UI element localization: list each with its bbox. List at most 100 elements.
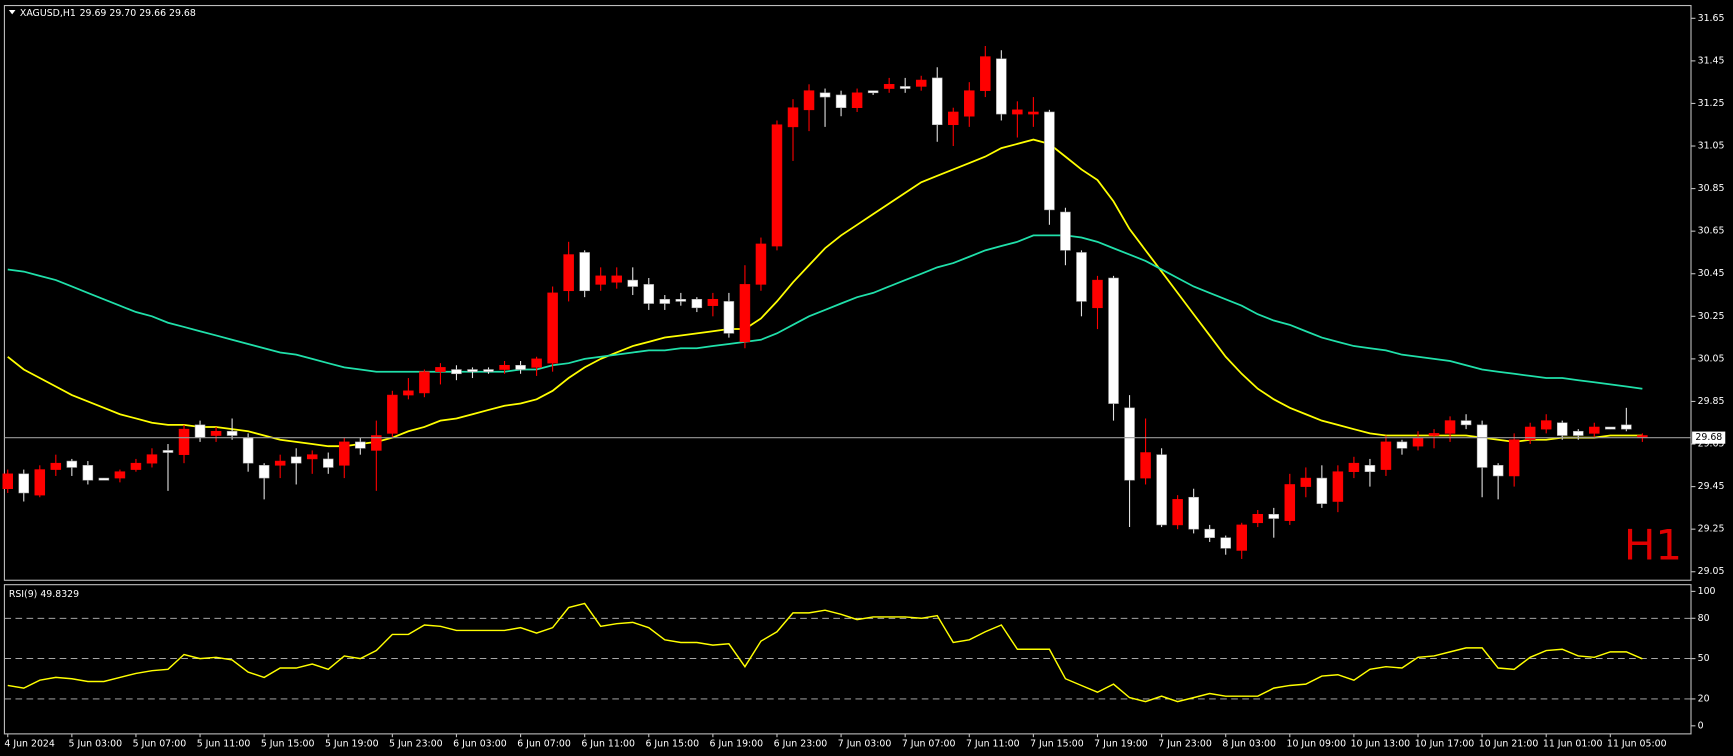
y-tick-label: 31.45 bbox=[1698, 55, 1725, 66]
candle-body bbox=[707, 299, 719, 306]
x-tick-label: 6 Jun 23:00 bbox=[774, 738, 828, 749]
rsi-title: RSI(9) 49.8329 bbox=[9, 589, 79, 600]
candle-body bbox=[1060, 211, 1071, 251]
candle-body bbox=[1412, 437, 1424, 447]
symbol-title: XAGUSD,H1 bbox=[20, 8, 76, 19]
candle-body bbox=[883, 84, 895, 89]
candle-body bbox=[194, 424, 206, 438]
candle-body bbox=[563, 254, 574, 292]
y-tick-label: 31.25 bbox=[1698, 98, 1725, 109]
rsi-panel-frame bbox=[3, 584, 1692, 735]
x-tick-label: 6 Jun 03:00 bbox=[453, 738, 507, 749]
candle-body bbox=[210, 430, 222, 436]
y-tick-label: 29.45 bbox=[1698, 481, 1725, 492]
y-tick-label: 20 bbox=[1698, 693, 1710, 704]
x-tick-label: 6 Jun 15:00 bbox=[645, 738, 699, 749]
candle-body bbox=[691, 299, 703, 309]
y-tick-label: 80 bbox=[1698, 613, 1710, 624]
x-tick-label: 10 Jun 13:00 bbox=[1351, 738, 1411, 749]
candle-body bbox=[467, 369, 478, 372]
price-panel-frame bbox=[3, 4, 1692, 581]
candle-body bbox=[1156, 454, 1167, 526]
candle-body bbox=[178, 428, 190, 455]
y-tick-label: 0 bbox=[1698, 720, 1704, 731]
x-tick-label: 7 Jun 03:00 bbox=[838, 738, 892, 749]
candle-body bbox=[114, 471, 126, 479]
current-price-label: 29.68 bbox=[1695, 432, 1722, 443]
candle-body bbox=[1621, 424, 1632, 430]
candle-body bbox=[980, 56, 991, 91]
candle-body bbox=[483, 369, 494, 372]
candle-body bbox=[1396, 441, 1408, 449]
candle-body bbox=[1460, 420, 1472, 426]
candle-body bbox=[643, 284, 655, 304]
rsi-line bbox=[7, 602, 1643, 703]
candle-body bbox=[819, 92, 831, 98]
candle-body bbox=[547, 292, 558, 364]
candle-body bbox=[1380, 441, 1392, 470]
candle-body bbox=[1204, 528, 1215, 538]
candle-body bbox=[787, 107, 799, 128]
candle-body bbox=[1124, 407, 1135, 481]
candle-body bbox=[835, 94, 847, 108]
candle-body bbox=[1540, 420, 1552, 430]
y-tick-label: 30.05 bbox=[1698, 353, 1725, 364]
candle-body bbox=[1476, 424, 1488, 468]
candle-body bbox=[1236, 524, 1247, 551]
candle-body bbox=[675, 299, 687, 302]
candle-body bbox=[1316, 477, 1328, 504]
x-tick-label: 5 Jun 15:00 bbox=[261, 738, 315, 749]
moving-average bbox=[7, 234, 1643, 390]
candle-body bbox=[531, 358, 542, 368]
x-tick-label: 5 Jun 19:00 bbox=[325, 738, 379, 749]
candle-body bbox=[803, 90, 815, 111]
candle-body bbox=[499, 364, 510, 370]
candle-body bbox=[50, 462, 62, 470]
candle-body bbox=[1044, 111, 1055, 211]
x-tick-label: 5 Jun 07:00 bbox=[133, 738, 187, 749]
menu-arrow[interactable] bbox=[8, 9, 16, 15]
candle-body bbox=[339, 441, 350, 466]
candle-body bbox=[258, 465, 270, 479]
quote: 29.69 29.70 29.66 29.68 bbox=[80, 8, 196, 19]
candle-body bbox=[739, 284, 751, 343]
candle-body bbox=[1220, 537, 1231, 549]
candle-body bbox=[899, 86, 911, 89]
candle-body bbox=[1364, 465, 1376, 472]
candle-body bbox=[1556, 422, 1568, 436]
current-price-box bbox=[1692, 431, 1726, 444]
candle-body bbox=[162, 450, 174, 453]
x-tick-label: 7 Jun 15:00 bbox=[1030, 738, 1084, 749]
x-tick-label: 11 Jun 05:00 bbox=[1607, 738, 1667, 749]
x-tick-label: 7 Jun 07:00 bbox=[902, 738, 956, 749]
candle-body bbox=[1573, 430, 1584, 436]
y-tick-label: 100 bbox=[1698, 586, 1716, 597]
candle-body bbox=[1300, 477, 1312, 487]
y-tick-label: 30.85 bbox=[1698, 183, 1725, 194]
moving-average bbox=[7, 138, 1643, 448]
candle-body bbox=[771, 124, 783, 247]
y-tick-label: 29.65 bbox=[1698, 439, 1725, 450]
candle-body bbox=[387, 394, 398, 434]
candle-body bbox=[66, 460, 78, 468]
candle-body bbox=[355, 441, 366, 449]
candle-body bbox=[1508, 439, 1520, 477]
candle-body bbox=[755, 243, 767, 285]
y-tick-label: 29.25 bbox=[1698, 524, 1725, 535]
x-tick-label: 11 Jun 01:00 bbox=[1543, 738, 1603, 749]
candle-body bbox=[915, 79, 927, 87]
y-tick-label: 50 bbox=[1698, 653, 1710, 664]
candle-body bbox=[1332, 471, 1344, 502]
candle-body bbox=[1076, 252, 1087, 302]
x-tick-label: 10 Jun 09:00 bbox=[1286, 738, 1346, 749]
candle-body bbox=[851, 92, 863, 108]
y-tick-label: 29.05 bbox=[1698, 566, 1725, 577]
x-tick-label: 8 Jun 03:00 bbox=[1222, 738, 1276, 749]
candle-body bbox=[419, 371, 430, 394]
candle-body bbox=[226, 430, 238, 436]
candle-body bbox=[1172, 499, 1183, 526]
candle-body bbox=[1428, 433, 1440, 436]
candle-body bbox=[242, 437, 254, 464]
candle-body bbox=[1492, 465, 1504, 477]
